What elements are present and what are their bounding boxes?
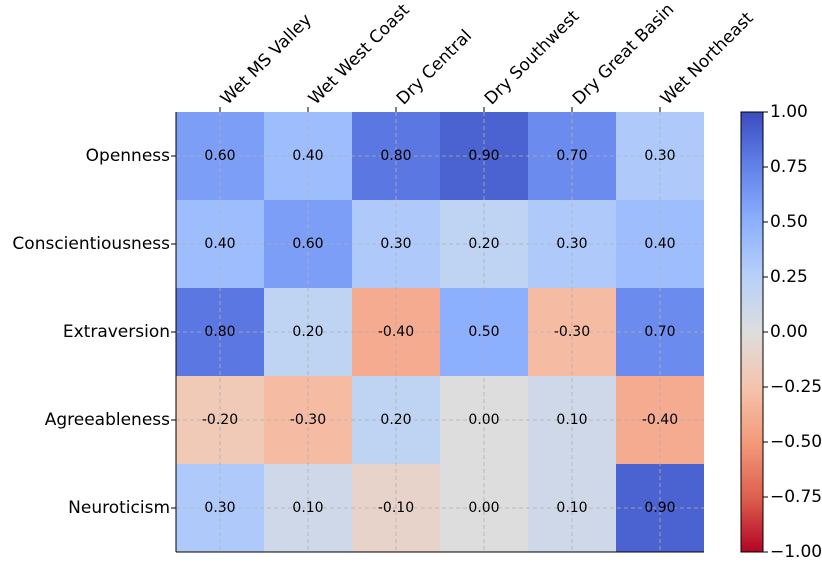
x-tick-label: Wet MS Valley bbox=[217, 10, 316, 109]
cell-label: 0.60 bbox=[292, 236, 323, 252]
cell-label: 0.60 bbox=[204, 148, 235, 164]
cell-label: 0.10 bbox=[292, 500, 323, 516]
cell-label: 0.10 bbox=[556, 500, 587, 516]
cell-label: 0.20 bbox=[380, 412, 411, 428]
cell-label: -0.40 bbox=[378, 324, 414, 340]
y-tick-label: Openness bbox=[86, 146, 170, 166]
cell-label: 0.30 bbox=[556, 236, 587, 252]
cell-label: 0.40 bbox=[204, 236, 235, 252]
cell-label: 0.20 bbox=[468, 236, 499, 252]
colorbar-tick-label: 0.75 bbox=[770, 157, 808, 177]
colorbar-tick-label: −1.00 bbox=[770, 542, 822, 562]
cell-label: -0.10 bbox=[378, 500, 414, 516]
cell-label: 0.90 bbox=[644, 500, 675, 516]
cell-label: -0.30 bbox=[554, 324, 590, 340]
x-tick-label: Wet Northeast bbox=[657, 8, 758, 109]
cell-label: 0.50 bbox=[468, 324, 499, 340]
cell-label: -0.20 bbox=[202, 412, 238, 428]
y-tick-label: Extraversion bbox=[63, 322, 170, 342]
cell-label: 0.00 bbox=[468, 500, 499, 516]
colorbar-tick-label: −0.75 bbox=[770, 487, 822, 507]
cell-label: 0.80 bbox=[380, 148, 411, 164]
colorbar-tick-label: 1.00 bbox=[770, 102, 808, 122]
cell-label: 0.10 bbox=[556, 412, 587, 428]
colorbar-tick-label: 0.00 bbox=[770, 322, 808, 342]
cell-label: 0.90 bbox=[468, 148, 499, 164]
colorbar-tick-label: 0.50 bbox=[770, 212, 808, 232]
cell-label: 0.70 bbox=[556, 148, 587, 164]
colorbar-tick-label: −0.25 bbox=[770, 377, 822, 397]
y-tick-label: Conscientiousness bbox=[12, 234, 170, 254]
cell-label: 0.40 bbox=[644, 236, 675, 252]
cell-label: 0.30 bbox=[380, 236, 411, 252]
cell-label: -0.30 bbox=[290, 412, 326, 428]
cell-label: 0.00 bbox=[468, 412, 499, 428]
colorbar-tick-label: −0.50 bbox=[770, 432, 822, 452]
cell-label: 0.40 bbox=[292, 148, 323, 164]
colorbar bbox=[740, 111, 764, 553]
cell-label: 0.70 bbox=[644, 324, 675, 340]
y-tick-label: Neuroticism bbox=[68, 498, 170, 518]
cell-label: 0.80 bbox=[204, 324, 235, 340]
cell-label: 0.20 bbox=[292, 324, 323, 340]
colorbar-tick-label: 0.25 bbox=[770, 267, 808, 287]
x-tick-label: Dry Central bbox=[393, 26, 476, 109]
cell-label: -0.40 bbox=[642, 412, 678, 428]
y-tick-label: Agreeableness bbox=[45, 410, 170, 430]
cell-label: 0.30 bbox=[204, 500, 235, 516]
cell-label: 0.30 bbox=[644, 148, 675, 164]
x-tick-label: Dry Southwest bbox=[481, 6, 584, 109]
